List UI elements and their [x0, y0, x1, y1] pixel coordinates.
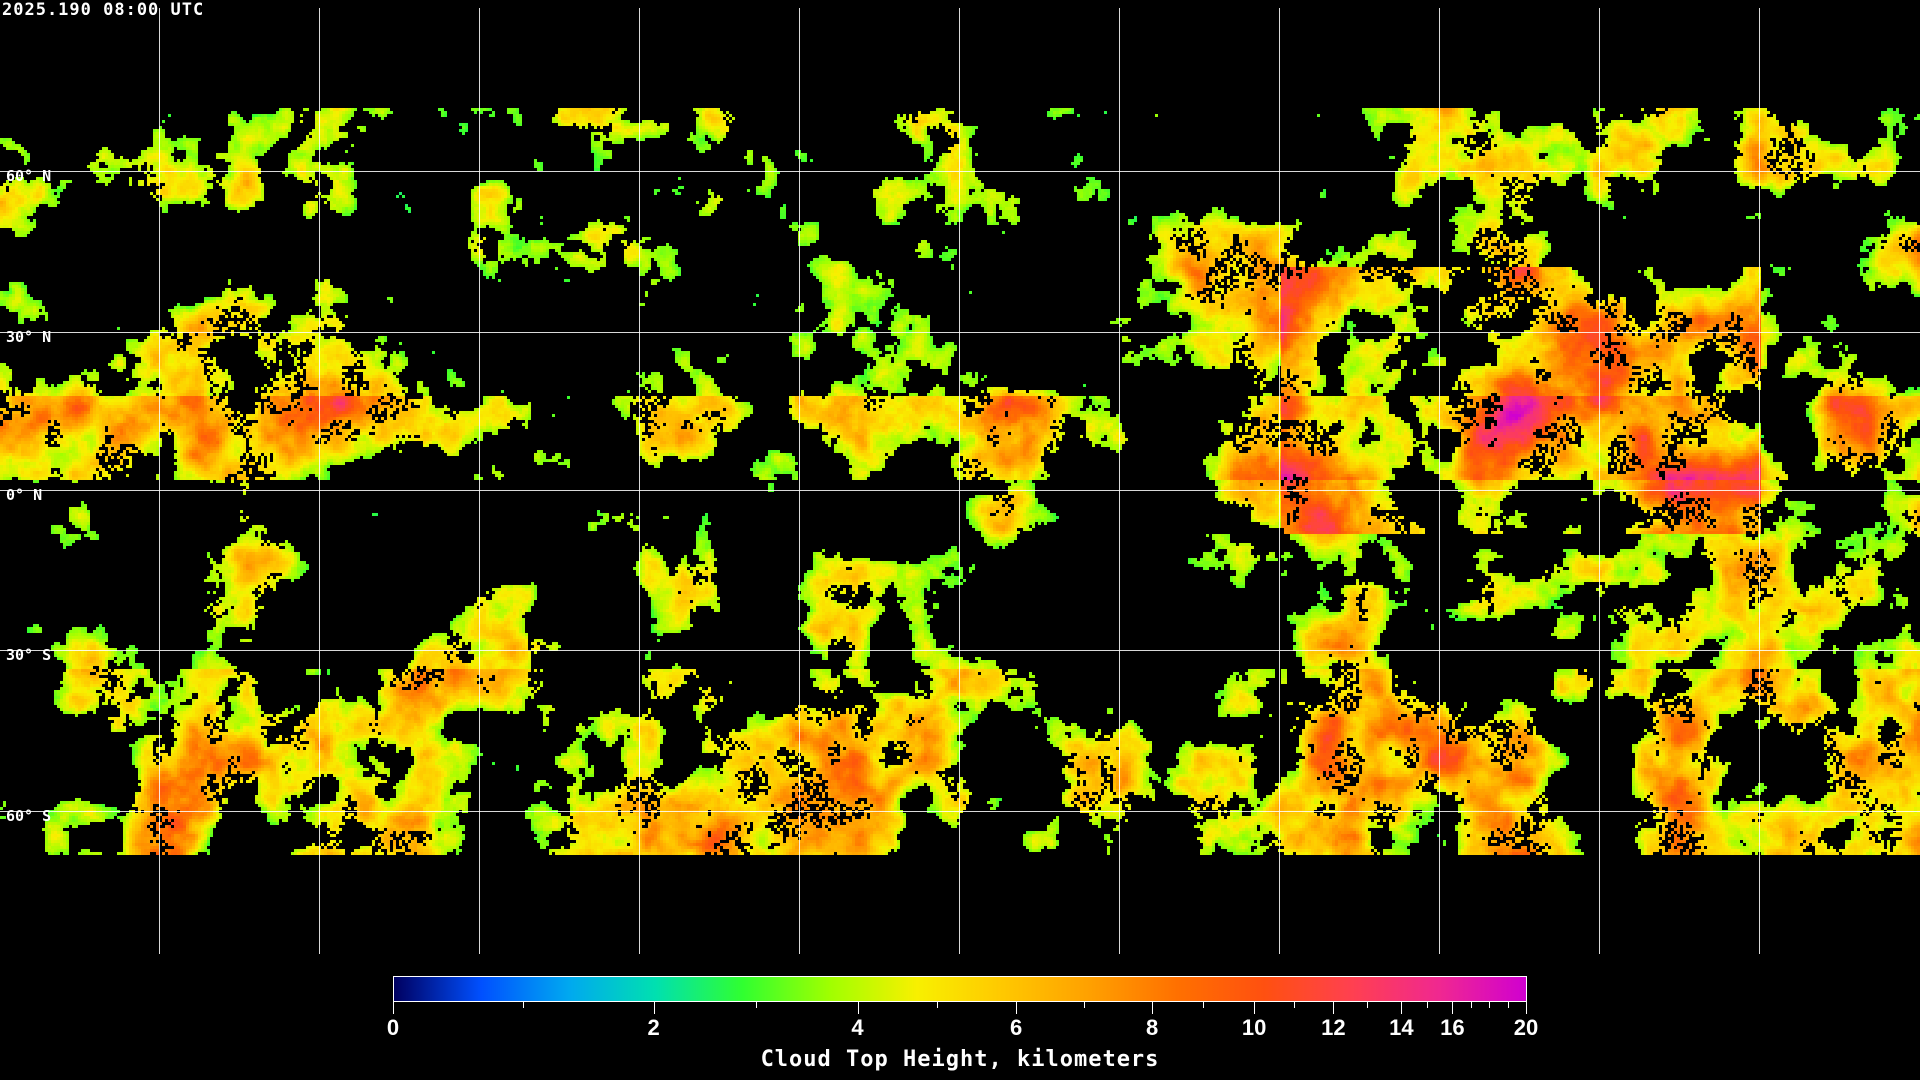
- longitude-line: [479, 8, 480, 954]
- longitude-line: [639, 8, 640, 954]
- cloud-top-height-map: 60° N 30° N 0° N 30° S 60° S: [0, 0, 1920, 960]
- colorbar-major-tick: [1016, 1002, 1018, 1014]
- colorbar-minor-tick: [1293, 1002, 1295, 1008]
- colorbar-tick-label: 12: [1321, 1015, 1346, 1040]
- cloud-top-height-imagery: [0, 0, 1920, 960]
- colorbar-tick-label: 10: [1241, 1015, 1267, 1040]
- longitude-line: [799, 8, 800, 954]
- colorbar-title: Cloud Top Height, kilometers: [760, 1047, 1160, 1072]
- colorbar: [393, 976, 1527, 1002]
- longitude-line: [1119, 8, 1120, 954]
- colorbar-major-tick: [1152, 1002, 1154, 1014]
- colorbar-minor-tick: [523, 1002, 525, 1008]
- colorbar-tick-label: 2: [647, 1015, 660, 1040]
- colorbar-major-tick: [1526, 1002, 1527, 1014]
- colorbar-minor-tick: [1470, 1002, 1472, 1008]
- longitude-line: [1439, 8, 1440, 954]
- longitude-line: [319, 8, 320, 954]
- longitude-line: [1759, 8, 1760, 954]
- latitude-line: [0, 490, 1920, 491]
- latitude-label: 0° N: [6, 486, 43, 504]
- colorbar-minor-tick: [755, 1002, 757, 1008]
- longitude-line: [959, 8, 960, 954]
- colorbar-major-tick: [1452, 1002, 1454, 1014]
- colorbar-tick-label: 8: [1145, 1015, 1159, 1040]
- latitude-label: 60° N: [6, 167, 52, 185]
- colorbar-minor-tick: [1489, 1002, 1491, 1008]
- colorbar-tick-label: 0: [386, 1015, 400, 1040]
- latitude-line: [0, 650, 1920, 651]
- colorbar-minor-tick: [1367, 1002, 1369, 1008]
- colorbar-major-tick: [1401, 1002, 1403, 1014]
- longitude-line: [1599, 8, 1600, 954]
- latitude-line: [0, 332, 1920, 333]
- latitude-line: [0, 811, 1920, 812]
- longitude-line: [1279, 8, 1280, 954]
- colorbar-major-tick: [1333, 1002, 1335, 1014]
- colorbar-major-tick: [653, 1002, 655, 1014]
- colorbar-tick-label: 4: [851, 1015, 864, 1040]
- timestamp: 2025.190 08:00 UTC: [2, 0, 205, 20]
- colorbar-major-tick: [857, 1002, 859, 1014]
- latitude-label: 30° N: [6, 328, 52, 346]
- colorbar-tick-label: 16: [1440, 1015, 1465, 1040]
- colorbar-minor-tick: [1426, 1002, 1428, 1008]
- colorbar-tick-label: 14: [1389, 1015, 1414, 1040]
- colorbar-minor-tick: [936, 1002, 938, 1008]
- colorbar-minor-tick: [1084, 1002, 1086, 1008]
- colorbar-major-tick: [393, 1002, 394, 1014]
- latitude-label: 60° S: [6, 807, 52, 825]
- colorbar-tick-label: 6: [1010, 1015, 1023, 1040]
- latitude-label: 30° S: [6, 646, 52, 664]
- colorbar-tick-label: 20: [1513, 1015, 1539, 1040]
- colorbar-minor-tick: [1507, 1002, 1509, 1008]
- colorbar-minor-tick: [1203, 1002, 1205, 1008]
- colorbar-major-tick: [1254, 1002, 1256, 1014]
- longitude-line: [159, 8, 160, 954]
- latitude-line: [0, 171, 1920, 172]
